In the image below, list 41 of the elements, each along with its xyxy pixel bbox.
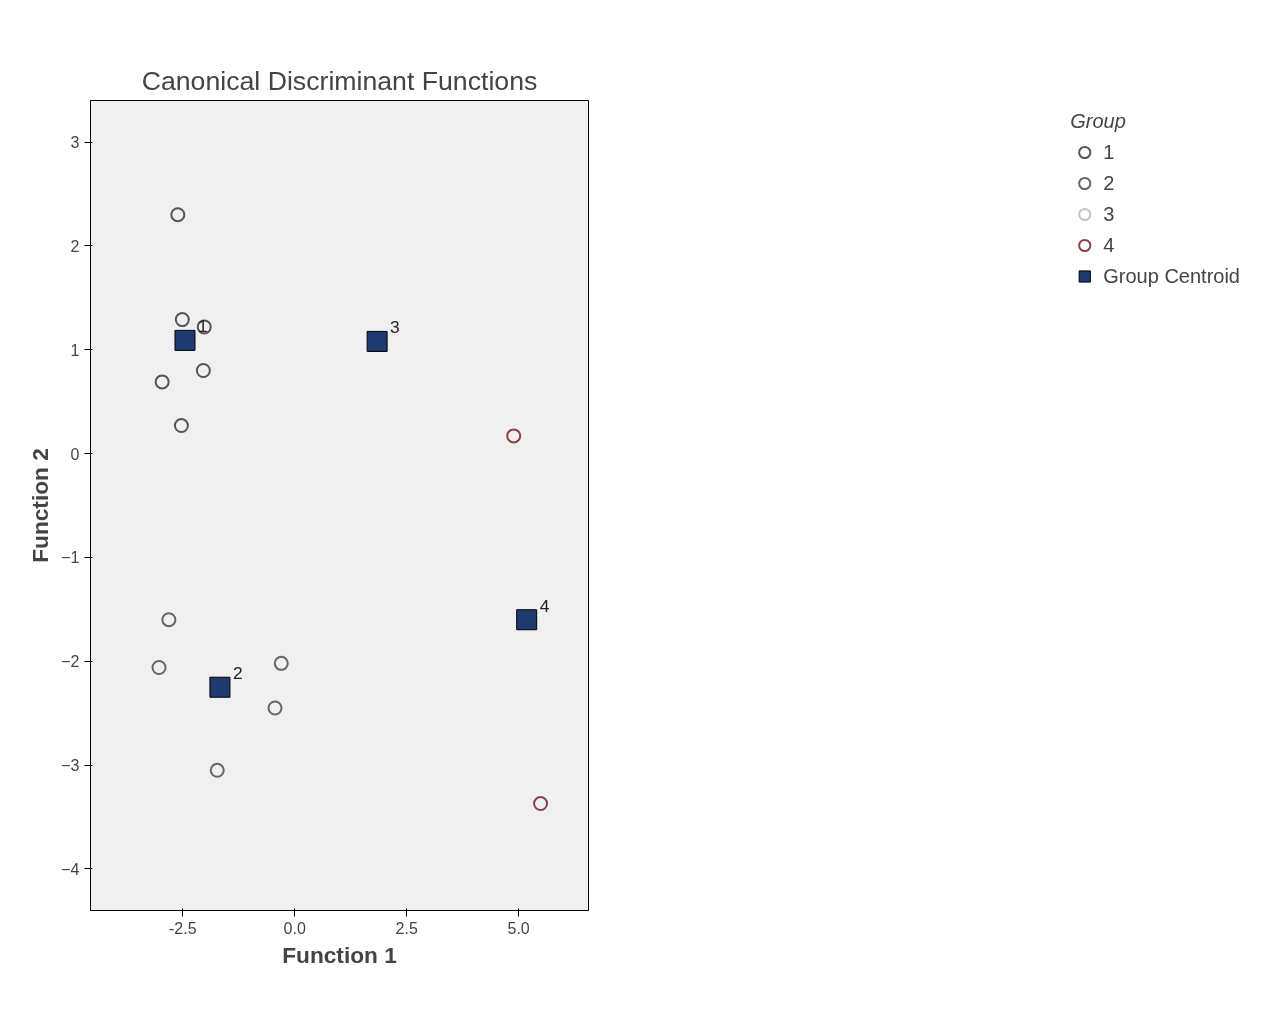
x-tick-label: 0.0: [283, 919, 306, 937]
point: [533, 796, 549, 812]
y-tick-label: −3: [61, 757, 80, 775]
point: [161, 612, 177, 628]
y-tick-label: 0: [70, 445, 80, 463]
point: [273, 655, 289, 671]
legend-label: 1: [1103, 140, 1116, 164]
y-axis-title: Function 2: [27, 448, 54, 563]
point: [267, 700, 283, 716]
y-tick-label: −2: [61, 653, 80, 671]
point: [506, 428, 522, 444]
point: [209, 762, 225, 778]
y-tick-label: 2: [70, 237, 80, 255]
point: [174, 329, 196, 351]
point: [174, 312, 190, 328]
point: [195, 363, 211, 378]
y-tick-label: 1: [70, 341, 80, 359]
legend-label: 4: [1103, 233, 1116, 257]
legend-label: 2: [1103, 171, 1116, 195]
point: [170, 207, 186, 223]
chart-title: Canonical Discriminant Functions: [141, 65, 538, 96]
y-tick-label: −1: [61, 549, 80, 567]
legend-label: Group Centroid: [1103, 264, 1240, 288]
x-tick-label: -2.5: [168, 919, 197, 937]
annotation: 1: [197, 316, 208, 337]
annotation: 3: [390, 317, 400, 338]
point: [151, 660, 167, 675]
x-tick-label: 5.0: [507, 919, 530, 937]
point: [154, 374, 170, 390]
point: [516, 609, 538, 631]
legend-label: 3: [1103, 202, 1116, 226]
x-tick-label: 2.5: [395, 919, 418, 937]
point: [366, 330, 388, 352]
point: [173, 418, 189, 434]
point: [209, 676, 231, 698]
y-tick-label: −4: [61, 860, 80, 878]
legend-title: Group: [1070, 110, 1127, 133]
annotation: 2: [232, 663, 243, 684]
annotation: 4: [539, 595, 550, 616]
y-tick-label: 3: [70, 134, 80, 152]
x-axis-title: Function 1: [282, 941, 397, 968]
